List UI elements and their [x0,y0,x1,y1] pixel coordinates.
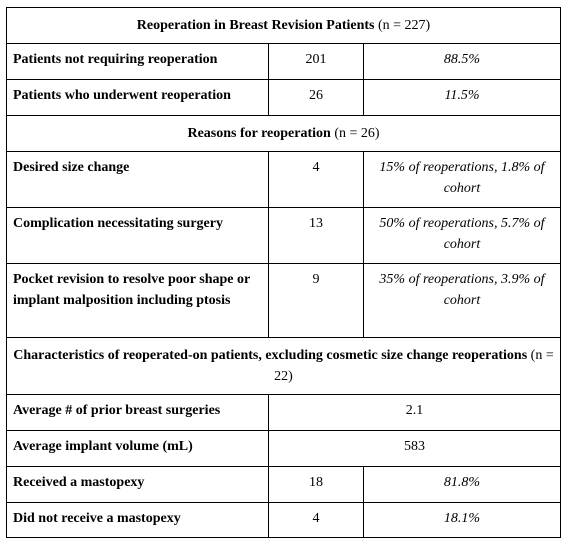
table-row: Pocket revision to resolve poor shape or… [6,263,561,338]
table-row: Desired size change 4 15% of reoperation… [6,151,561,208]
row-label: Received a mastopexy [6,466,269,503]
section-title-text: Reoperation in Breast Revision Patients [136,18,375,33]
row-value: 4 [268,151,364,208]
row-percent: 81.8% [363,466,561,503]
row-percent: 50% of reoperations, 5.7% of cohort [363,207,561,264]
row-value: 26 [268,79,364,116]
table-row: Patients not requiring reoperation 201 8… [6,43,561,80]
row-percent: 15% of reoperations, 1.8% of cohort [363,151,561,208]
row-percent: 18.1% [363,502,561,538]
row-value: 18 [268,466,364,503]
row-label: Patients not requiring reoperation [6,43,269,80]
section-n: (n = 22) [274,348,554,384]
table-row: Received a mastopexy 18 81.8% [6,466,561,503]
row-label: Average implant volume (mL) [6,430,269,467]
row-label: Complication necessitating surgery [6,207,269,264]
section-title-text: Characteristics of reoperated-on patient… [13,348,528,363]
section-n: (n = 26) [334,126,380,141]
table-row: Did not receive a mastopexy 4 18.1% [6,502,561,538]
table-row: Average # of prior breast surgeries 2.1 [6,394,561,431]
row-label: Average # of prior breast surgeries [6,394,269,431]
section-title-text: Reasons for reoperation [187,126,331,141]
section-header-characteristics: Characteristics of reoperated-on patient… [6,337,561,395]
section-title: Reoperation in Breast Revision Patients … [6,7,561,44]
row-value: 4 [268,502,364,538]
row-label: Desired size change [6,151,269,208]
reoperation-table: Reoperation in Breast Revision Patients … [6,7,561,538]
row-label: Pocket revision to resolve poor shape or… [6,263,269,338]
row-label: Did not receive a mastopexy [6,502,269,538]
section-header-reoperation: Reoperation in Breast Revision Patients … [6,7,561,44]
table-row: Patients who underwent reoperation 26 11… [6,79,561,116]
section-title: Reasons for reoperation (n = 26) [6,115,561,152]
row-percent: 88.5% [363,43,561,80]
row-value: 9 [268,263,364,338]
row-value: 201 [268,43,364,80]
row-percent: 35% of reoperations, 3.9% of cohort [363,263,561,338]
section-title: Characteristics of reoperated-on patient… [6,337,561,395]
row-label: Patients who underwent reoperation [6,79,269,116]
section-header-reasons: Reasons for reoperation (n = 26) [6,115,561,152]
row-percent: 11.5% [363,79,561,116]
row-value: 2.1 [268,394,561,431]
table-row: Complication necessitating surgery 13 50… [6,207,561,264]
table-row: Average implant volume (mL) 583 [6,430,561,467]
section-n: (n = 227) [378,18,431,33]
row-value: 13 [268,207,364,264]
row-value: 583 [268,430,561,467]
